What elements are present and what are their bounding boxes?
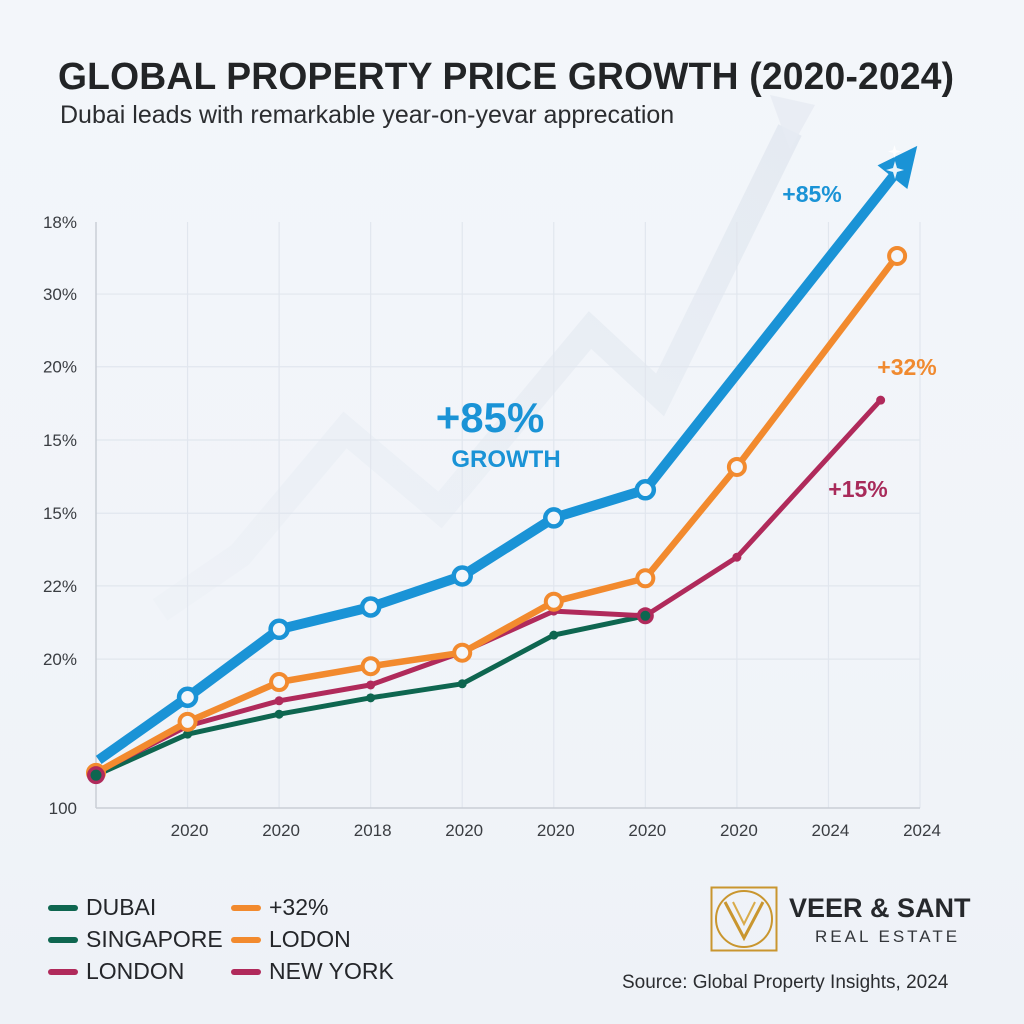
brand-tagline: REAL ESTATE	[815, 927, 961, 946]
origin-marker-core	[90, 769, 102, 781]
data-point	[366, 693, 376, 703]
y-tick-label: 100	[49, 799, 77, 818]
data-point	[543, 591, 564, 612]
data-point	[634, 479, 657, 501]
data-point	[452, 642, 473, 663]
x-tick-label: 2020	[445, 821, 483, 840]
source-note: Source: Global Property Insights, 2024	[622, 972, 949, 993]
x-tick-label: 2024	[903, 821, 941, 840]
legend-label: NEW YORK	[269, 958, 394, 984]
y-tick-label: 18%	[43, 213, 77, 232]
data-point	[269, 672, 290, 693]
legend-item[interactable]: +32%	[231, 894, 328, 921]
y-tick-label: 20%	[43, 650, 77, 669]
legend-swatch	[231, 936, 261, 943]
data-point	[543, 507, 565, 529]
legend-swatch	[231, 904, 261, 911]
x-tick-label: 2020	[537, 821, 575, 840]
chart-subtitle: Dubai leads with remarkable year-on-yeva…	[60, 101, 675, 129]
data-point	[274, 709, 284, 719]
data-point	[549, 630, 559, 640]
data-point	[732, 552, 742, 562]
series-dubai	[95, 145, 918, 764]
data-point	[359, 596, 382, 618]
legend-swatch	[48, 968, 78, 975]
y-tick-label: 15%	[43, 431, 77, 450]
x-tick-label: 2024	[812, 821, 850, 840]
background-arrow-icon	[152, 95, 815, 621]
junction-marker-core	[640, 610, 651, 621]
x-tick-label: 2020	[628, 821, 666, 840]
legend-label: SINGAPORE	[86, 926, 223, 952]
y-tick-label: 22%	[43, 577, 77, 596]
x-tick-label: 2020	[262, 821, 300, 840]
chart-title: GLOBAL PROPERTY PRICE GROWTH (2020-2024)	[58, 56, 955, 98]
legend-item[interactable]: NEW YORK	[231, 958, 394, 985]
data-point	[451, 565, 473, 587]
arrow-head-icon	[877, 145, 918, 189]
legend-item[interactable]: DUBAI	[48, 894, 156, 921]
legend-label: LODON	[269, 926, 351, 952]
y-axis-ticks: 18% 30% 20% 15% 15% 22% 20% 100	[43, 213, 77, 818]
data-point	[360, 656, 381, 677]
brand-name: VEER & SANT	[789, 893, 971, 923]
series-group	[86, 145, 918, 783]
axes	[95, 222, 920, 809]
data-point	[366, 680, 376, 690]
data-point	[176, 686, 199, 708]
legend-label: +32%	[269, 894, 329, 920]
data-point	[274, 696, 284, 706]
x-tick-label: 2018	[354, 821, 392, 840]
y-tick-label: 15%	[43, 504, 77, 523]
grid	[96, 222, 921, 808]
x-tick-label: 2020	[720, 821, 758, 840]
series-line	[95, 166, 903, 764]
series-end-label: +85%	[782, 181, 841, 207]
legend-swatch	[231, 968, 261, 975]
growth-callout-label: GROWTH	[451, 446, 560, 473]
data-point	[457, 679, 467, 689]
data-point	[268, 618, 290, 641]
y-tick-label: 20%	[43, 358, 77, 377]
sparkle-icon	[888, 145, 901, 158]
series-end-label: +32%	[877, 354, 936, 380]
series-end-label: +15%	[828, 476, 887, 502]
legend-swatch	[48, 904, 78, 911]
data-point	[876, 395, 886, 405]
sparkle-icon	[886, 161, 904, 179]
legend-label: LONDON	[86, 958, 185, 984]
data-point	[177, 711, 198, 732]
data-point	[635, 568, 656, 589]
series-orange-series	[86, 245, 908, 783]
legend-label: DUBAI	[86, 894, 157, 920]
y-tick-label: 30%	[43, 285, 77, 304]
legend-item[interactable]: LODON	[231, 926, 351, 953]
data-point	[726, 456, 747, 477]
v-monogram-icon	[710, 886, 778, 952]
annotations: +85% GROWTH +85% +32% +15%	[87, 145, 937, 785]
legend-item[interactable]: LONDON	[48, 958, 184, 985]
x-tick-label: 2020	[171, 821, 209, 840]
legend-item[interactable]: SINGAPORE	[48, 926, 223, 953]
growth-callout-value: +85%	[436, 394, 545, 441]
data-point	[183, 729, 193, 739]
legend-swatch	[48, 936, 78, 943]
x-axis-ticks: 2020 2020 2018 2020 2020 2020 2020 2024 2024	[171, 821, 941, 840]
data-point	[887, 245, 908, 266]
